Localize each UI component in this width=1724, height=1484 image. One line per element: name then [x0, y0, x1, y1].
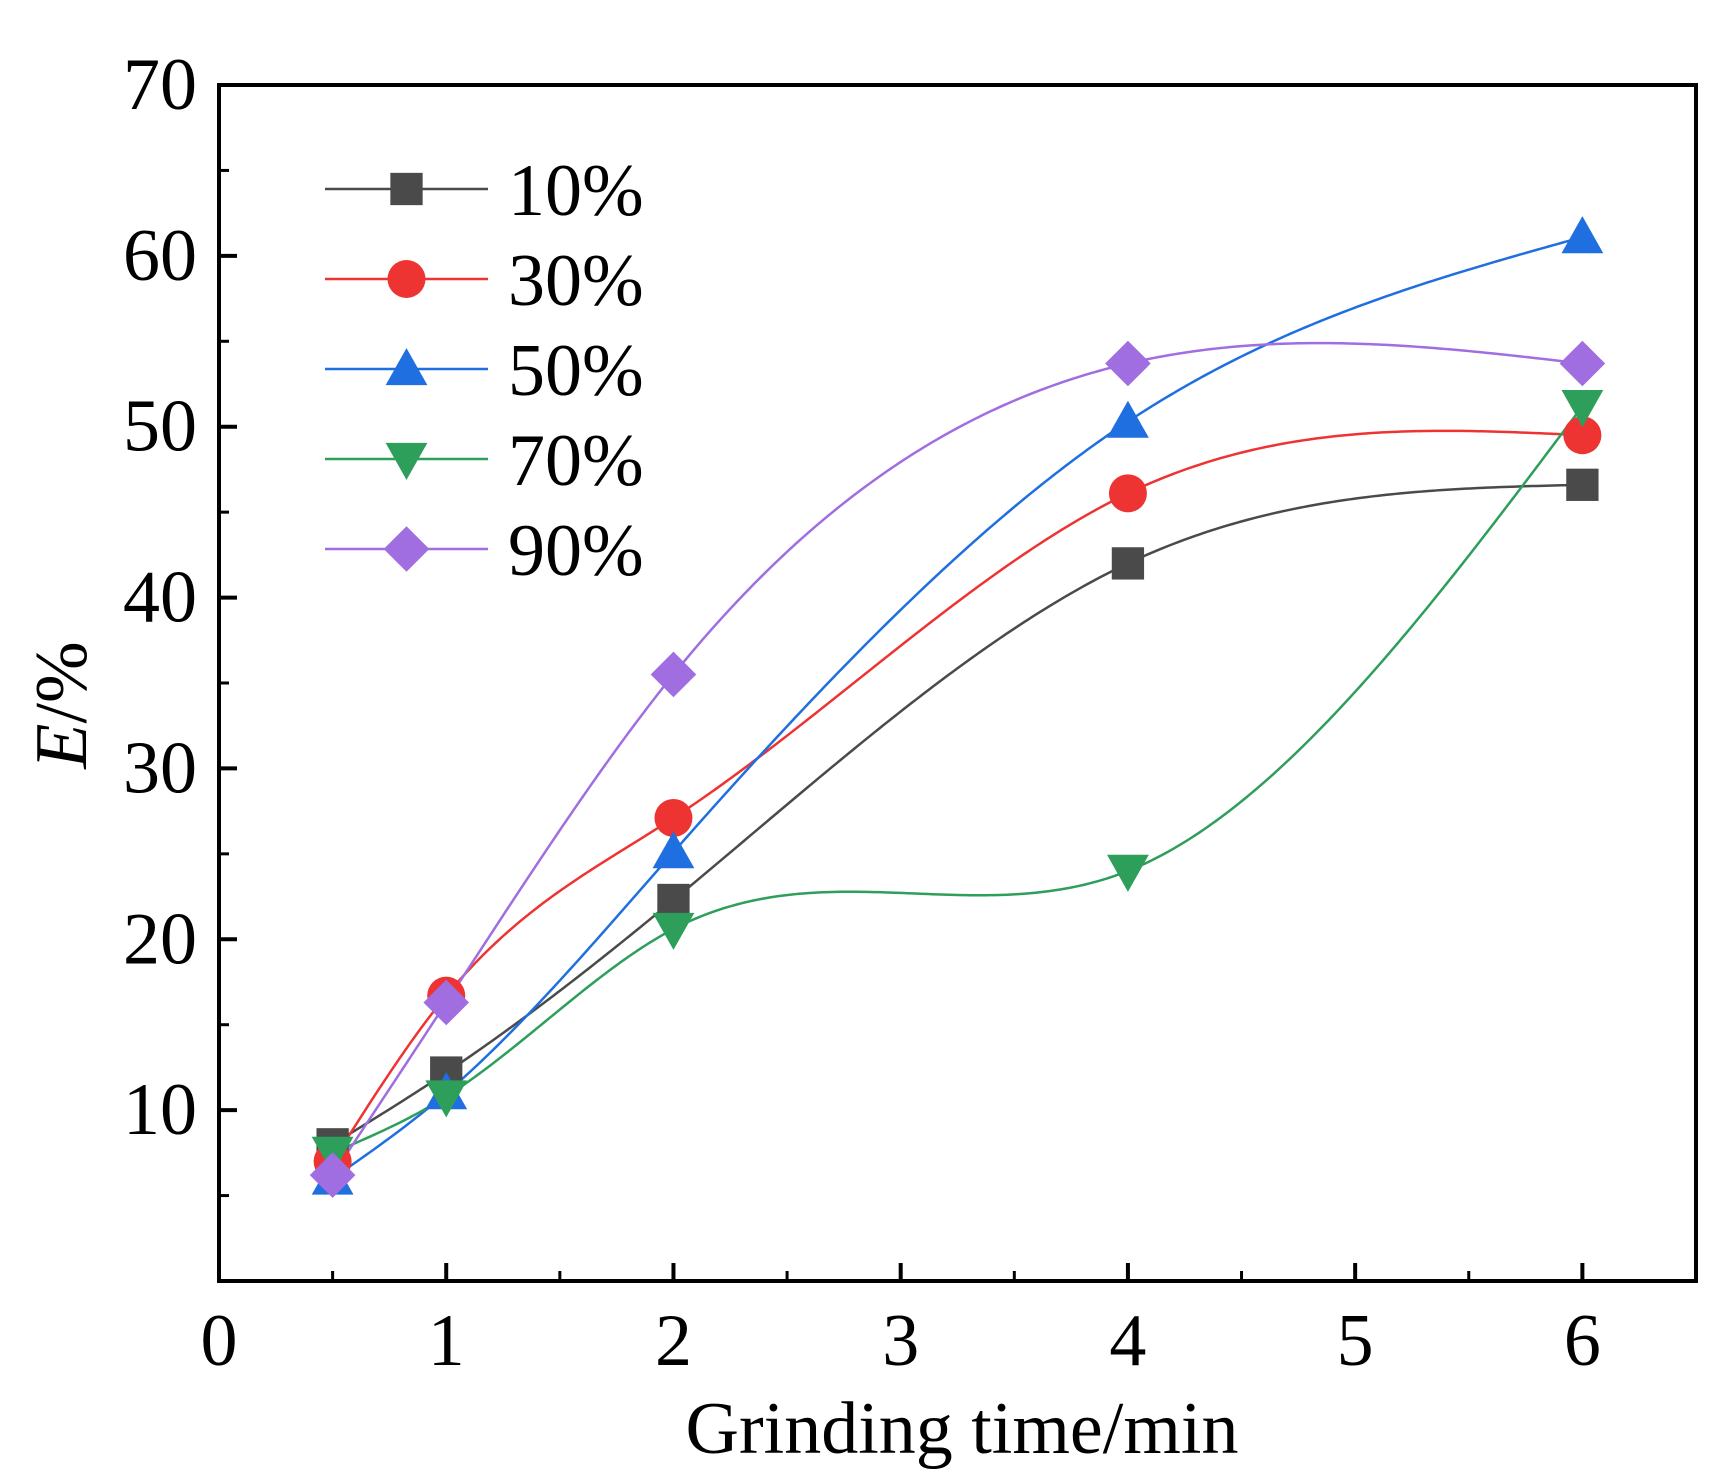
y-tick-label: 50: [123, 386, 197, 468]
y-axis-label-symbol: E: [21, 724, 103, 770]
x-tick-label: 0: [201, 1300, 238, 1382]
x-axis: 0 1 2 3 4 5 6: [201, 1263, 1601, 1382]
y-tick-label: 10: [123, 1069, 197, 1151]
series-line: [332, 405, 1584, 1155]
x-tick-label: 5: [1337, 1300, 1374, 1382]
series-lines: [331, 235, 1584, 1180]
x-tick-label: 3: [882, 1300, 919, 1382]
legend-label: 70%: [508, 420, 644, 502]
x-tick-label: 1: [428, 1300, 465, 1382]
y-tick-label: 70: [123, 44, 197, 126]
data-point: [1107, 400, 1149, 438]
legend-label: 10%: [508, 150, 644, 232]
y-axis-label-unit: /%: [21, 641, 103, 723]
legend-label: 50%: [508, 330, 644, 412]
data-point: [423, 979, 470, 1026]
x-tick-label: 2: [655, 1300, 692, 1382]
legend-marker: [385, 442, 428, 480]
data-point: [652, 912, 695, 950]
series-line: [331, 429, 1583, 1163]
data-point: [1105, 340, 1151, 387]
y-tick-label: 40: [123, 557, 197, 639]
x-axis-label: Grinding time/min: [686, 1388, 1239, 1470]
data-point: [652, 831, 695, 869]
legend-marker: [383, 526, 430, 572]
data-point: [1566, 468, 1599, 501]
series-line: [331, 235, 1583, 1180]
y-axis: 10 20 30 40 50 60 70: [123, 44, 237, 1198]
y-axis-label: E/%: [21, 641, 103, 769]
legend-marker: [385, 348, 428, 386]
x-tick-label: 6: [1564, 1300, 1601, 1382]
legend: 10%30%50%70%90%: [325, 150, 644, 592]
data-point: [657, 883, 690, 917]
y-tick-label: 30: [123, 727, 197, 809]
data-point: [1561, 390, 1604, 428]
y-tick-label: 20: [123, 898, 197, 980]
legend-label: 30%: [508, 240, 644, 322]
data-point: [650, 651, 697, 698]
x-tick-label: 4: [1109, 1300, 1146, 1382]
data-point: [1559, 340, 1606, 387]
series-markers: [309, 216, 1606, 1198]
legend-marker: [390, 172, 423, 206]
legend-label: 90%: [508, 510, 644, 592]
data-point: [1108, 474, 1147, 513]
data-point: [654, 798, 693, 837]
data-point: [1107, 854, 1149, 892]
data-point: [1561, 216, 1604, 254]
data-point: [309, 1152, 356, 1198]
y-tick-label: 60: [123, 215, 197, 297]
legend-marker: [387, 260, 426, 298]
series-line: [331, 341, 1583, 1176]
data-point: [425, 1080, 468, 1118]
data-point: [1111, 547, 1145, 580]
series-line: [331, 483, 1583, 1146]
data-point: [1563, 416, 1602, 455]
